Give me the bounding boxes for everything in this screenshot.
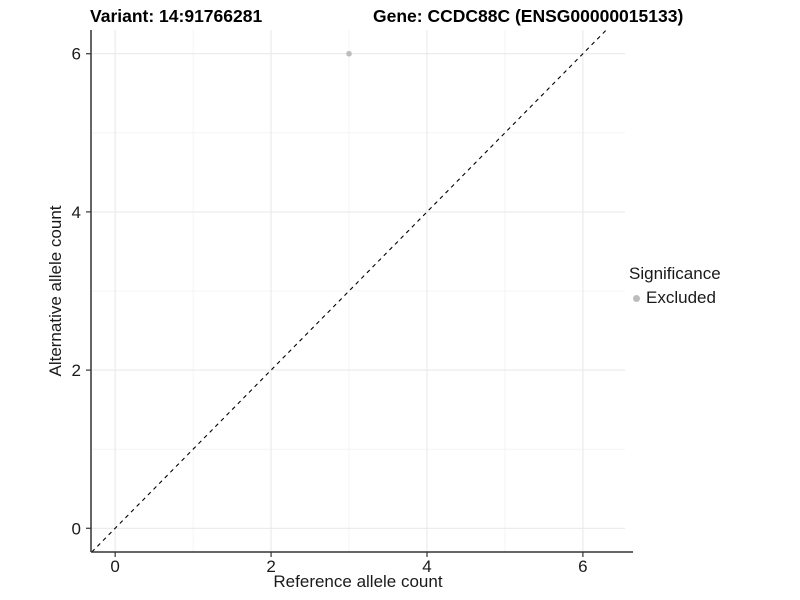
legend-item-excluded: Excluded bbox=[629, 288, 721, 308]
x-tick-label: 4 bbox=[422, 557, 431, 576]
legend-point-icon bbox=[633, 294, 640, 302]
legend-item-label: Excluded bbox=[646, 288, 716, 307]
legend: Significance Excluded bbox=[629, 264, 721, 308]
plot-title-gene: Gene: CCDC88C (ENSG00000015133) bbox=[373, 6, 684, 26]
x-tick-label: 6 bbox=[578, 557, 587, 576]
plot-title-variant: Variant: 14:91766281 bbox=[90, 6, 263, 26]
x-tick-label: 0 bbox=[110, 557, 119, 576]
y-tick-label: 0 bbox=[72, 519, 81, 538]
identity-dashed-line bbox=[91, 29, 607, 553]
data-point bbox=[346, 50, 352, 57]
x-axis-title: Reference allele count bbox=[273, 572, 443, 591]
x-tick-label: 2 bbox=[266, 557, 275, 576]
legend-title: Significance bbox=[629, 264, 721, 283]
y-tick-label: 2 bbox=[72, 361, 81, 380]
y-tick-label: 4 bbox=[72, 203, 81, 222]
y-axis-title: Alternative allele count bbox=[46, 205, 65, 377]
y-tick-label: 6 bbox=[72, 45, 81, 64]
